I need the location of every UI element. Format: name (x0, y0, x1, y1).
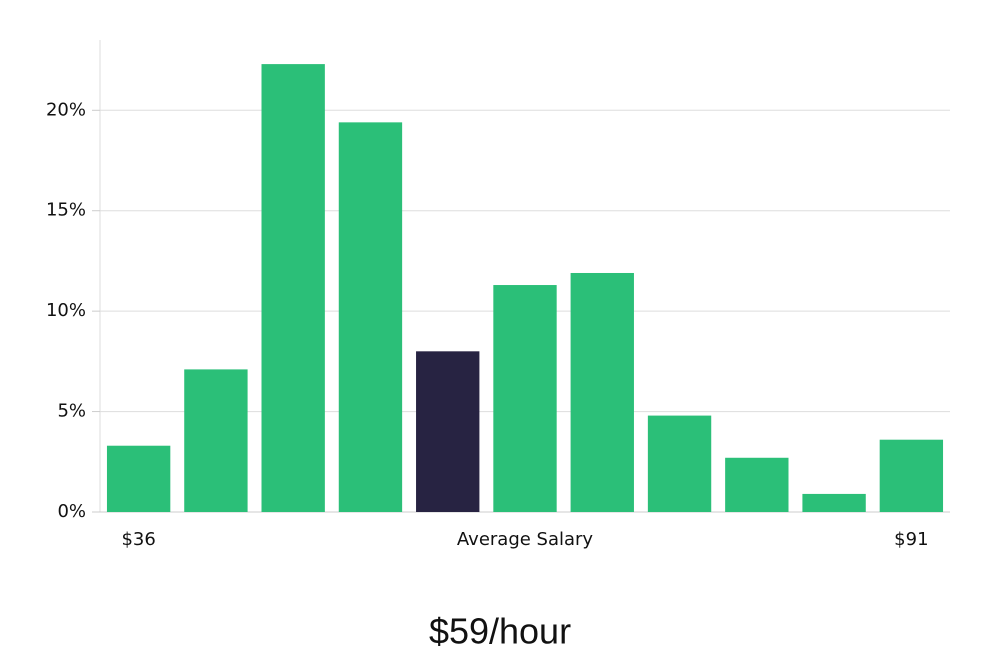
bar (493, 285, 557, 512)
bar (725, 457, 789, 512)
y-tick-label: 5% (57, 401, 86, 422)
x-tick-label: $91 (894, 529, 928, 550)
x-axis-label: Average Salary (457, 529, 594, 550)
bar (338, 122, 403, 512)
y-tick-label: 15% (46, 200, 86, 221)
y-tick-label: 10% (46, 300, 86, 321)
bar (184, 369, 248, 512)
bar (106, 445, 171, 512)
y-tick-label: 20% (46, 99, 86, 120)
y-tick-label: 0% (57, 501, 86, 522)
x-tick-label: $36 (121, 529, 155, 550)
bar (416, 351, 480, 512)
chart-subtitle: $59/hour (429, 611, 571, 652)
bar (261, 64, 325, 513)
bar (570, 272, 634, 512)
bar (879, 439, 944, 512)
bar (802, 493, 866, 512)
bar (647, 415, 712, 512)
